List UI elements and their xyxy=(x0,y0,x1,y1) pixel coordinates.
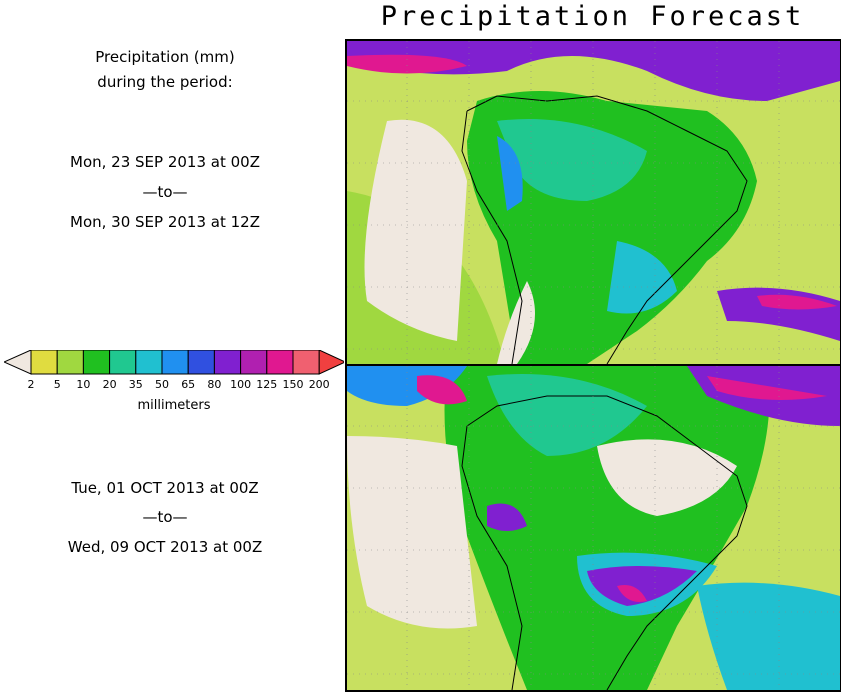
colorbar-cell xyxy=(266,350,294,375)
colorbar-tick-label: 65 xyxy=(181,378,196,391)
map2-brazil-dry xyxy=(597,439,737,516)
map1-amazon-rain xyxy=(497,119,647,201)
colorbar-tick-label: 200 xyxy=(308,378,330,391)
map1-chile-dry xyxy=(497,281,535,364)
map2-coastline xyxy=(461,395,748,690)
colorbar-tick-label: 5 xyxy=(53,378,61,391)
colorbar-unit: millimeters xyxy=(137,398,211,413)
map2-southeast-heavy xyxy=(617,585,647,602)
map1-andes-rain xyxy=(497,136,523,211)
colorbar-cell xyxy=(135,350,163,375)
colorbar-cell xyxy=(161,350,189,375)
page-title: Precipitation Forecast xyxy=(380,1,805,32)
colorbar-cell xyxy=(187,350,215,375)
colorbar-tick-label: 10 xyxy=(76,378,91,391)
legend-heading-line2: during the period: xyxy=(97,73,233,91)
map2-andes-cell xyxy=(487,503,527,531)
map1-coastline xyxy=(461,95,748,364)
period1-separator: —to— xyxy=(142,183,188,201)
map1-southeast-heavy xyxy=(757,294,837,310)
map2-atlantic-rain xyxy=(697,582,840,690)
map1-pacific-dry xyxy=(364,119,467,341)
colorbar-tick-label: 20 xyxy=(102,378,117,391)
map1-north-heavy xyxy=(347,54,467,74)
map2-pacific-dry xyxy=(347,436,477,629)
colorbar-cell xyxy=(213,350,242,375)
colorbar-tick-label: 100 xyxy=(230,378,252,391)
period1-start: Mon, 23 SEP 2013 at 00Z xyxy=(70,153,260,171)
colorbar-cell xyxy=(30,350,58,375)
colorbar-tick-label: 2 xyxy=(27,378,35,391)
period1-end: Mon, 30 SEP 2013 at 12Z xyxy=(70,213,260,231)
colorbar-tick-label: 80 xyxy=(207,378,222,391)
colorbar-cell xyxy=(82,350,111,375)
colorbar-cell xyxy=(240,350,268,375)
map2-southeast-band xyxy=(587,566,697,606)
colorbar-cell xyxy=(109,350,137,375)
colorbar-tick-label: 125 xyxy=(256,378,278,391)
forecast-map-period1 xyxy=(345,39,841,366)
period2-separator: —to— xyxy=(142,508,188,526)
colorbar-cell xyxy=(56,350,84,375)
map1-north-band xyxy=(347,41,840,101)
map2-northwest-heavy xyxy=(417,375,467,405)
map2-amazon-rain xyxy=(487,374,647,456)
colorbar-below-arrow xyxy=(4,350,32,375)
colorbar-tick-label: 150 xyxy=(282,378,304,391)
map1-south-rain xyxy=(607,241,677,314)
colorbar-above-arrow xyxy=(318,350,344,375)
period2-start: Tue, 01 OCT 2013 at 00Z xyxy=(71,479,259,497)
colorbar xyxy=(4,350,344,375)
colorbar-cell xyxy=(292,350,320,375)
legend-heading-line1: Precipitation (mm) xyxy=(95,48,235,66)
colorbar-tick-label: 35 xyxy=(128,378,143,391)
forecast-map-period2 xyxy=(345,364,841,692)
map2-north-heavy xyxy=(707,376,827,400)
colorbar-tick-label: 50 xyxy=(155,378,169,391)
map1-grid xyxy=(347,41,840,364)
map2-grid xyxy=(347,366,840,690)
period2-end: Wed, 09 OCT 2013 at 00Z xyxy=(67,538,263,556)
colorbar-ticks: 2 5 10 20 35 50 65 80 100 125 150 200 xyxy=(0,378,345,394)
